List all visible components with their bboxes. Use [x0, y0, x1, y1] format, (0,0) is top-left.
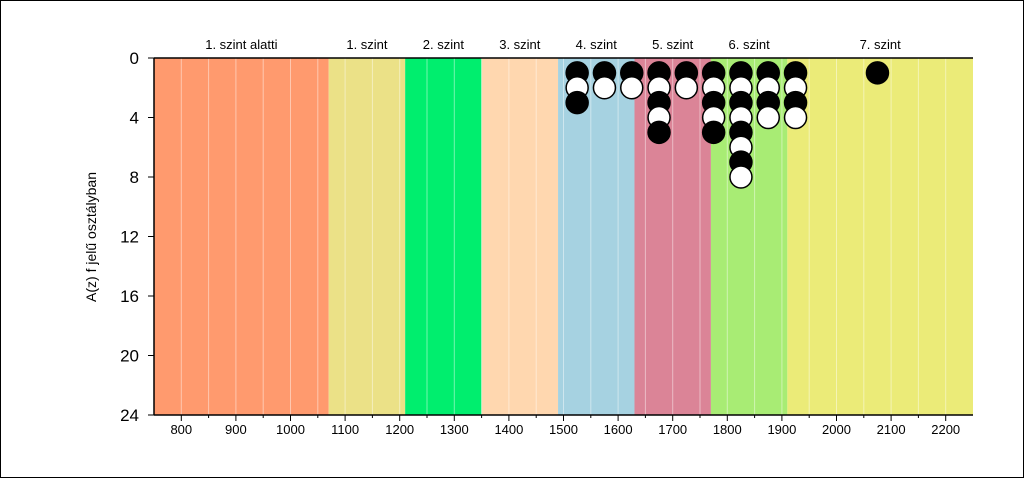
marker-1675-5: [647, 120, 671, 145]
level-band-8: [787, 58, 973, 415]
y-tick-label-4: 4: [130, 109, 139, 128]
x-tick-label-1100: 1100: [331, 422, 359, 437]
level-band-4: [481, 58, 559, 415]
level-label-4: 3. szint: [499, 37, 541, 52]
level-label-6: 5. szint: [652, 37, 694, 52]
marker-1575-2: [592, 76, 617, 100]
marker-1625-2: [620, 76, 644, 100]
marker-1775-5: [701, 120, 726, 145]
level-label-3: 2. szint: [423, 37, 465, 52]
level-label-1: 1. szint alatti: [205, 37, 277, 52]
x-tick-label-2000: 2000: [822, 422, 851, 437]
axes: [148, 57, 973, 421]
x-tick-label-1800: 1800: [713, 422, 742, 437]
x-tick-label-2200: 2200: [931, 422, 960, 437]
level-labels: 1. szint alatti 1. szint 2. szint 3. szint 4…: [205, 37, 901, 52]
level-band-1: [154, 58, 329, 415]
x-tick-label-1500: 1500: [549, 422, 578, 437]
vertical-gridlines: [180, 58, 947, 415]
y-tick-label-0: 0: [130, 49, 139, 68]
x-tick-label-900: 900: [225, 422, 247, 437]
x-tick-label-1600: 1600: [604, 422, 633, 437]
level-label-8: 7. szint: [860, 37, 902, 52]
marker-1875-4: [756, 105, 780, 130]
y-tick-label-16: 16: [120, 287, 139, 306]
y-tick-label-8: 8: [130, 168, 139, 187]
y-tick-labels: 0 4 8 12 16 20 24: [120, 49, 139, 425]
y-tick-label-24: 24: [120, 406, 139, 425]
y-axis-label: A(z) f jelű osztályban: [83, 172, 99, 302]
x-tick-label-1400: 1400: [494, 422, 523, 437]
x-tick-label-1000: 1000: [276, 422, 305, 437]
level-label-2: 1. szint: [346, 37, 388, 52]
marker-1725-2: [674, 76, 699, 100]
level-band-5: [558, 58, 635, 415]
x-tick-label-1300: 1300: [440, 422, 469, 437]
marker-1525-3: [565, 90, 589, 115]
level-bands: [154, 58, 973, 415]
x-tick-label-800: 800: [170, 422, 192, 437]
level-band-2: [328, 58, 406, 415]
marker-1825-8: [729, 165, 753, 189]
x-tick-labels: 800 900 1000 1100 1200 1300 1400 1500 1600 1700 18…: [170, 422, 960, 437]
level-band-3: [405, 58, 482, 415]
data-points: [565, 61, 890, 189]
level-label-7: 6. szint: [729, 37, 771, 52]
x-tick-label-2100: 2100: [877, 422, 906, 437]
y-tick-label-20: 20: [120, 347, 139, 366]
y-tick-label-12: 12: [120, 228, 139, 247]
marker-2075-1: [865, 61, 890, 85]
x-tick-label-1200: 1200: [385, 422, 414, 437]
x-tick-label-1700: 1700: [658, 422, 687, 437]
level-label-5: 4. szint: [576, 37, 618, 52]
marker-1925-4: [783, 105, 808, 130]
x-tick-label-1900: 1900: [767, 422, 796, 437]
level-band-6: [634, 58, 711, 415]
